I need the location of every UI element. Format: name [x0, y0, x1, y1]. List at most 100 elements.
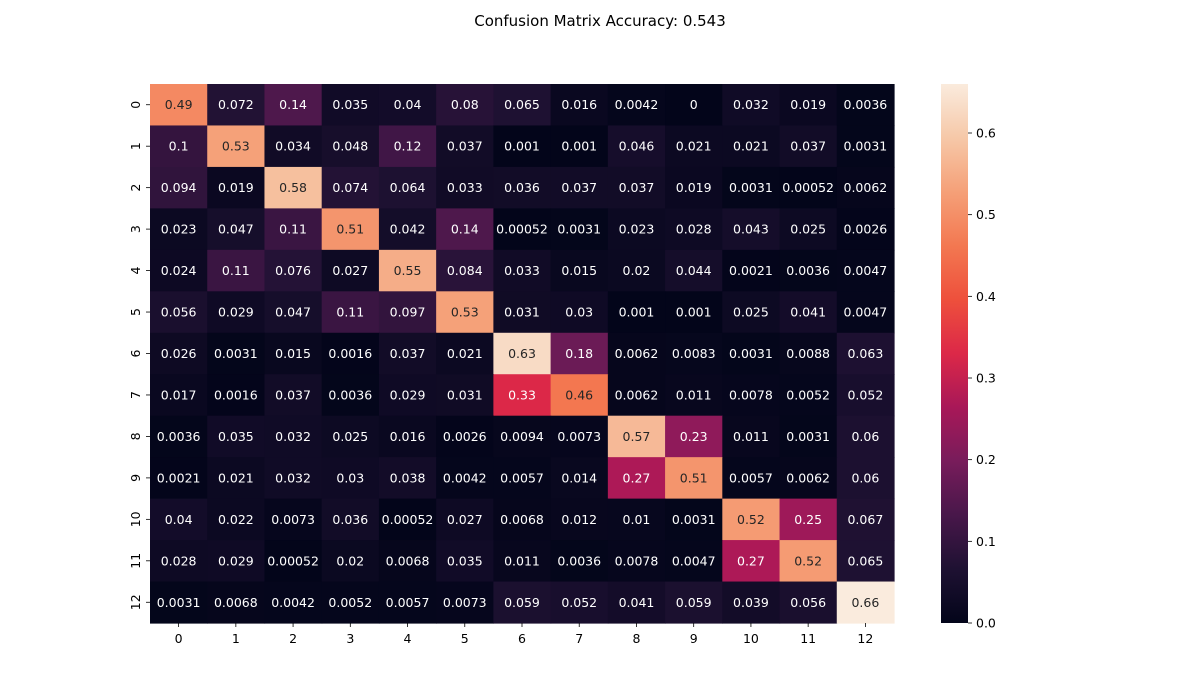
heatmap-cell	[550, 374, 609, 417]
cell-value-label: 0.019	[218, 180, 254, 195]
cell-value-label: 0.0036	[157, 429, 201, 444]
cell-value-label: 0.021	[676, 139, 712, 154]
cell-value-label: 0.0031	[157, 595, 201, 610]
heatmap-cell	[779, 457, 838, 500]
cell-value-label: 0.53	[451, 305, 479, 320]
heatmap-cell	[378, 166, 437, 209]
cell-value-label: 0.0021	[729, 263, 773, 278]
heatmap-cell	[550, 249, 609, 292]
heatmap-cell	[550, 498, 609, 541]
heatmap-cell	[321, 125, 380, 168]
cell-value-label: 0.0036	[786, 263, 830, 278]
cell-value-label: 0.016	[561, 97, 597, 112]
heatmap-cell	[836, 125, 895, 168]
cell-value-label: 0.047	[218, 222, 254, 237]
cell-value-label: 0.27	[737, 553, 765, 568]
heatmap-cell	[264, 498, 323, 541]
cell-value-label: 0.037	[447, 139, 483, 154]
heatmap-cell	[493, 415, 552, 458]
heatmap-cell	[722, 457, 781, 500]
cell-value-label: 0.11	[222, 263, 250, 278]
cell-value-label: 0.042	[390, 222, 426, 237]
cell-value-label: 0.51	[680, 470, 708, 485]
heatmap-cell	[550, 208, 609, 251]
y-tick-label: 3	[128, 225, 143, 233]
heatmap-cell	[150, 332, 208, 375]
x-tick-label: 7	[575, 631, 583, 646]
cell-value-label: 0.53	[222, 139, 250, 154]
heatmap-cell	[836, 415, 895, 458]
cell-value-label: 0.0016	[214, 387, 258, 402]
y-tick-label: 1	[128, 142, 143, 150]
x-tick-label: 10	[743, 631, 759, 646]
cell-value-label: 0.059	[676, 595, 712, 610]
heatmap-cell	[722, 415, 781, 458]
x-tick-label: 8	[632, 631, 640, 646]
heatmap-cell	[722, 291, 781, 334]
heatmap-cell	[436, 415, 494, 458]
cell-value-label: 0.056	[161, 305, 197, 320]
heatmap-cell	[207, 457, 266, 500]
heatmap-cell	[607, 540, 666, 583]
cell-value-label: 0.0031	[557, 222, 601, 237]
heatmap-cell	[550, 84, 609, 127]
x-tick-label: 3	[346, 631, 354, 646]
heatmap-cell	[378, 457, 437, 500]
cell-value-label: 0.0031	[672, 512, 716, 527]
heatmap-cell	[779, 166, 838, 209]
heatmap-cell	[321, 291, 380, 334]
heatmap-cell	[493, 581, 552, 624]
heatmap-cell	[321, 208, 380, 251]
heatmap-cell	[378, 374, 437, 417]
heatmap-cell	[378, 581, 437, 624]
cell-value-label: 0.014	[561, 470, 597, 485]
cell-value-label: 0.0068	[214, 595, 258, 610]
colorbar-tick-label: 0.5	[976, 207, 996, 222]
cell-value-label: 0.0036	[328, 387, 372, 402]
heatmap-cell	[607, 208, 666, 251]
heatmap-cell	[436, 84, 494, 127]
cell-value-label: 0.66	[851, 595, 879, 610]
heatmap-cell	[665, 249, 723, 292]
heatmap-cell	[607, 125, 666, 168]
cell-value-label: 0.55	[394, 263, 422, 278]
heatmap-cell	[378, 125, 437, 168]
cell-value-label: 0.017	[161, 387, 197, 402]
cell-value-label: 0.033	[504, 263, 540, 278]
heatmap-cell	[436, 540, 494, 583]
cell-value-label: 0.043	[733, 222, 769, 237]
heatmap-cell	[607, 581, 666, 624]
heatmap-cell	[493, 166, 552, 209]
cell-value-label: 0.00052	[782, 180, 834, 195]
cell-value-label: 0.037	[561, 180, 597, 195]
heatmap-cell	[665, 125, 723, 168]
heatmap-cell	[550, 166, 609, 209]
cell-value-label: 0.11	[336, 305, 364, 320]
cell-value-label: 0.037	[390, 346, 426, 361]
cell-value-label: 0.034	[275, 139, 311, 154]
cell-value-label: 0.52	[794, 553, 822, 568]
cell-value-label: 0.072	[218, 97, 254, 112]
cell-value-label: 0.06	[851, 429, 879, 444]
cell-value-label: 0.052	[561, 595, 597, 610]
cell-value-label: 0.0078	[615, 553, 659, 568]
heatmap-cell	[836, 291, 895, 334]
x-tick-label: 6	[518, 631, 526, 646]
cell-value-label: 0.028	[161, 553, 197, 568]
cell-value-label: 0.0026	[844, 222, 888, 237]
heatmap-cell	[378, 84, 437, 127]
cell-value-label: 0.0073	[271, 512, 315, 527]
heatmap-cell	[665, 457, 723, 500]
cell-value-label: 0.094	[161, 180, 197, 195]
cell-value-label: 0.49	[165, 97, 193, 112]
heatmap-cell	[378, 208, 437, 251]
heatmap-cell	[779, 415, 838, 458]
cell-value-label: 0.036	[504, 180, 540, 195]
heatmap-cell	[207, 125, 266, 168]
heatmap-cell	[436, 457, 494, 500]
cell-value-label: 0.0031	[729, 180, 773, 195]
cell-value-label: 0.019	[790, 97, 826, 112]
heatmap-cell	[722, 540, 781, 583]
heatmap-cell	[722, 374, 781, 417]
cell-value-label: 0.0036	[557, 553, 601, 568]
